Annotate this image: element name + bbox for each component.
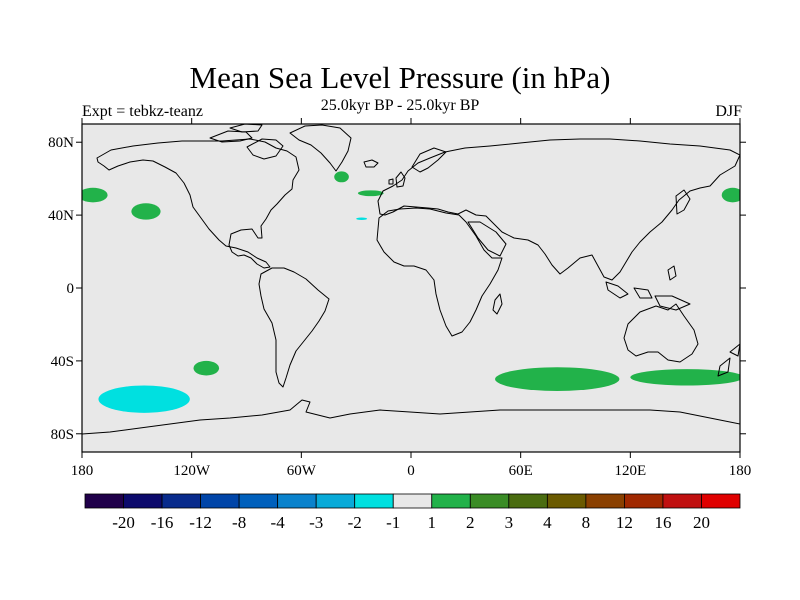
colorbar-box-13: [585, 493, 625, 509]
colorbar-box-14: [624, 493, 664, 509]
coastline-australia: [623, 303, 699, 363]
y-tick-label-4: 80S: [51, 427, 74, 443]
colorbar-box-0: [84, 493, 124, 509]
colorbar-label-1: -16: [151, 513, 174, 532]
colorbar-box-4: [238, 493, 279, 509]
coastline-baffin-island: [246, 138, 284, 160]
colorbar-label-9: 2: [466, 513, 475, 532]
map-background: [82, 124, 740, 452]
colorbar-label-14: 16: [654, 513, 671, 532]
y-tick-label-0: 80N: [48, 135, 74, 151]
colorbar-box-9: [431, 493, 471, 509]
colorbar-box-16: [701, 493, 741, 509]
colorbar-box-5: [277, 493, 317, 509]
x-tick-label-3: 0: [407, 463, 415, 479]
colorbar-label-13: 12: [616, 513, 633, 532]
anomaly-region-2: [334, 171, 349, 183]
colorbar-label-12: 8: [582, 513, 591, 532]
coastline-south-america: [258, 267, 330, 388]
anomaly-region-5: [721, 187, 740, 203]
colorbar-box-8: [392, 493, 433, 509]
y-tick-label-1: 40N: [48, 208, 74, 224]
colorbar-label-7: -1: [386, 513, 400, 532]
colorbar-label-5: -3: [309, 513, 323, 532]
coastline-new-zealand: [729, 343, 740, 357]
coastline-iceland: [363, 159, 379, 168]
colorbar: -20 -16 -12 -8 -4 -3 -2 -1 1 2 3 4 8 12 16 20: [84, 493, 741, 532]
coastline-madagascar: [492, 293, 503, 315]
colorbar-label-6: -2: [348, 513, 362, 532]
anomaly-region-8: [495, 367, 620, 391]
coastline-arabia: [467, 221, 507, 257]
map-subtitle: 25.0kyr BP - 25.0kyr BP: [320, 97, 480, 114]
experiment-label: Expt = tebkz-teanz: [82, 103, 203, 120]
colorbar-label-15: 20: [693, 513, 710, 532]
colorbar-box-1: [123, 493, 163, 509]
coastline-africa: [376, 207, 503, 337]
coastline-north-america: [96, 138, 300, 269]
coastline-british-isles: [395, 171, 406, 188]
coastline-indonesia: [605, 281, 629, 299]
colorbar-label-0: -20: [112, 513, 135, 532]
colorbar-label-10: 3: [505, 513, 514, 532]
x-tick-label-2: 60W: [287, 463, 317, 479]
colorbar-box-15: [662, 493, 702, 509]
x-tick-label-4: 60E: [509, 463, 533, 479]
colorbar-box-6: [315, 493, 356, 509]
map-axes: 180 120W 60W 0 60E 120E 180 80N 40N 0 40S 80S: [48, 118, 751, 479]
coastline-eurasia: [377, 138, 740, 281]
coastline-arctic-islands: [209, 130, 253, 143]
colorbar-box-2: [161, 493, 201, 509]
colorbar-box-3: [200, 493, 240, 509]
map-title: Mean Sea Level Pressure (in hPa): [189, 60, 611, 95]
coastline-antarctica: [82, 399, 740, 435]
y-tick-label-3: 40S: [51, 354, 74, 370]
x-tick-label-5: 120E: [614, 463, 646, 479]
anomaly-region-0: [82, 187, 108, 203]
colorbar-box-10: [469, 493, 510, 509]
coastline-greenland: [289, 124, 352, 172]
colorbar-label-8: 1: [428, 513, 437, 532]
anomaly-region-1: [131, 203, 161, 220]
colorbar-label-11: 4: [543, 513, 552, 532]
coastlines: [82, 124, 740, 435]
anomaly-region-4: [356, 217, 368, 221]
x-tick-label-6: 180: [729, 463, 752, 479]
colorbar-box-11: [508, 493, 548, 509]
coastline-japan: [675, 189, 691, 215]
colorbar-label-3: -8: [232, 513, 246, 532]
x-tick-label-0: 180: [71, 463, 94, 479]
anomaly-region-7: [98, 385, 190, 413]
x-tick-label-1: 120W: [173, 463, 211, 479]
pressure-anomaly-layer: [82, 171, 740, 413]
colorbar-label-2: -12: [189, 513, 212, 532]
colorbar-box-12: [546, 493, 587, 509]
anomaly-region-3: [357, 190, 384, 197]
season-label: DJF: [715, 103, 742, 120]
colorbar-label-4: -4: [271, 513, 286, 532]
coastline-scandinavia: [411, 147, 447, 173]
colorbar-box-7: [354, 493, 394, 509]
anomaly-region-9: [630, 369, 740, 386]
y-tick-label-2: 0: [67, 281, 75, 297]
anomaly-region-6: [193, 360, 220, 376]
